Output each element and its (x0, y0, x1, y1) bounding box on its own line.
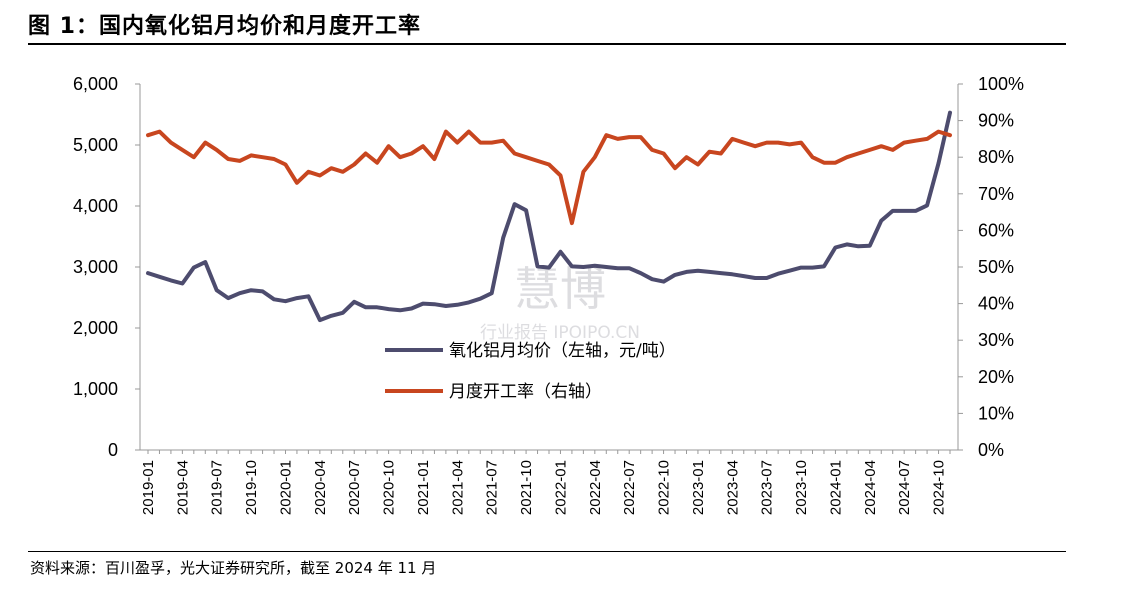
source-note: 资料来源：百川盈孚，光大证券研究所，截至 2024 年 11 月 (30, 559, 437, 577)
right-tick-label: 30% (978, 330, 1014, 350)
left-tick-label: 5,000 (73, 135, 118, 155)
right-tick-label: 0% (978, 440, 1004, 460)
x-tick-label: 2021-07 (484, 460, 501, 515)
title-rule (28, 43, 1066, 45)
x-tick-label: 2020-01 (277, 460, 294, 515)
x-tick-label: 2020-10 (381, 460, 398, 515)
legend: 氧化铝月均价（左轴，元/吨） 月度开工率（右轴） (385, 341, 676, 402)
figure-title: 图 1：国内氧化铝月均价和月度开工率 (28, 14, 421, 39)
legend-label: 月度开工率（右轴） (449, 382, 602, 402)
left-tick-label: 2,000 (73, 318, 118, 338)
x-tick-label: 2021-01 (415, 460, 432, 515)
x-tick-label: 2019-10 (243, 460, 260, 515)
x-tick-label: 2021-10 (518, 460, 535, 515)
x-tick-label: 2024-10 (931, 460, 948, 515)
right-tick-label: 90% (978, 111, 1014, 131)
left-tick-label: 4,000 (73, 196, 118, 216)
x-tick-label: 2023-07 (759, 460, 776, 515)
watermark-subtext: 行业报告 IPOIPO.CN (480, 323, 640, 343)
x-tick-label: 2024-07 (896, 460, 913, 515)
right-tick-label: 50% (978, 257, 1014, 277)
x-tick-label: 2024-04 (862, 460, 879, 515)
utilization-series-line (146, 129, 952, 226)
left-tick-label: 6,000 (73, 74, 118, 94)
left-tick-label: 1,000 (73, 379, 118, 399)
right-tick-label: 10% (978, 403, 1014, 423)
price-series-line (146, 110, 952, 323)
x-tick-label: 2020-07 (346, 460, 363, 515)
x-tick-label: 2020-04 (312, 460, 329, 515)
left-tick-label: 0 (108, 440, 118, 460)
x-tick-label: 2022-10 (656, 460, 673, 515)
watermark-text: 慧博 (514, 262, 606, 316)
series-lines (146, 110, 952, 323)
right-tick-label: 70% (978, 184, 1014, 204)
legend-label: 氧化铝月均价（左轴，元/吨） (449, 341, 676, 361)
x-tick-label: 2021-04 (449, 460, 466, 515)
x-tick-label: 2019-01 (140, 460, 157, 515)
right-tick-label: 20% (978, 367, 1014, 387)
x-tick-label: 2022-01 (552, 460, 569, 515)
right-tick-label: 60% (978, 220, 1014, 240)
x-tick-label: 2023-01 (690, 460, 707, 515)
x-tick-label: 2024-01 (827, 460, 844, 515)
x-tick-label: 2019-04 (174, 460, 191, 515)
left-tick-label: 3,000 (73, 257, 118, 277)
x-tick-label: 2019-07 (209, 460, 226, 515)
right-tick-label: 100% (978, 74, 1024, 94)
right-tick-label: 40% (978, 294, 1014, 314)
x-tick-label: 2023-10 (793, 460, 810, 515)
x-tick-label: 2022-07 (621, 460, 638, 515)
x-tick-label: 2023-04 (724, 460, 741, 515)
x-tick-label: 2022-04 (587, 460, 604, 515)
axes: 0 1,000 2,000 3,000 4,000 5,000 6,000 0% 10% 20% 3… (73, 74, 1024, 515)
source-rule (28, 551, 1066, 552)
right-tick-label: 80% (978, 147, 1014, 167)
